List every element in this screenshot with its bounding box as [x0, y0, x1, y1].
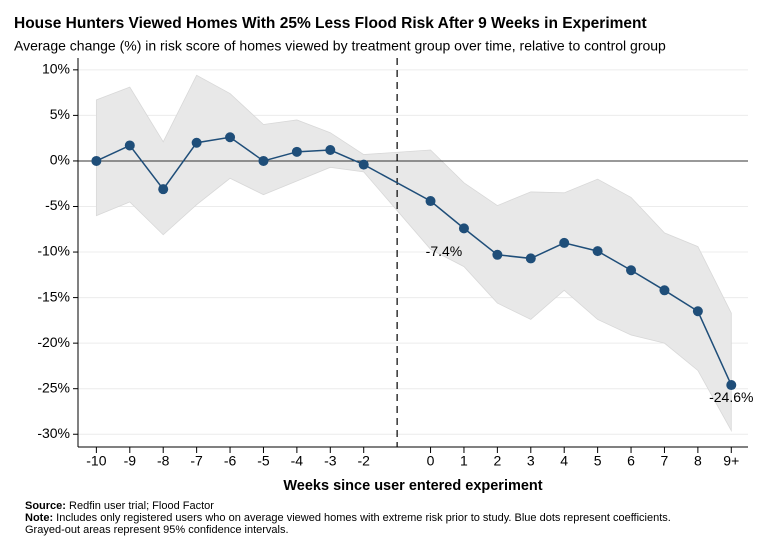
x-axis-label: Weeks since user entered experiment [283, 478, 542, 494]
x-tick-label: -8 [157, 453, 170, 469]
point [492, 249, 503, 260]
point [258, 155, 269, 166]
x-tick-label: -2 [357, 453, 370, 469]
point [425, 196, 436, 207]
note-text: Includes only registered users who on av… [56, 512, 671, 524]
x-tick-label: -7 [190, 453, 203, 469]
point [692, 306, 703, 317]
y-tick-label: -20% [37, 334, 70, 350]
source: Source: Redfin user trial; Flood Factor [25, 500, 214, 512]
note: Note: Includes only registered users who… [25, 512, 671, 524]
source-label: Source: [25, 500, 66, 512]
point [191, 137, 202, 148]
point [358, 159, 369, 170]
point [325, 145, 336, 156]
x-tick-label: -3 [324, 453, 337, 469]
x-tick-label: -6 [224, 453, 237, 469]
y-tick-label: 10% [42, 61, 70, 77]
y-tick-label: -25% [37, 379, 70, 395]
x-tick-label: 0 [427, 453, 435, 469]
y-tick-label: 0% [50, 152, 70, 168]
point [124, 140, 135, 151]
y-tick-label: -30% [37, 425, 70, 441]
y-tick-label: 5% [50, 106, 70, 122]
x-tick-label: -5 [257, 453, 270, 469]
chart-title: House Hunters Viewed Homes With 25% Less… [14, 15, 647, 32]
point [559, 237, 570, 248]
x-tick-label: 9+ [723, 453, 739, 469]
x-tick-label: -4 [291, 453, 304, 469]
data-label: -7.4% [426, 243, 463, 259]
x-tick-label: 1 [460, 453, 468, 469]
y-tick-label: -5% [45, 197, 70, 213]
note-label: Note: [25, 512, 53, 524]
note-text: Grayed-out areas represent 95% confidenc… [25, 524, 289, 536]
source-text: Redfin user trial; Flood Factor [69, 500, 214, 512]
point [525, 253, 536, 264]
x-tick-label: 8 [694, 453, 702, 469]
point [91, 155, 102, 166]
point [592, 246, 603, 257]
point [158, 184, 169, 195]
x-tick-label: 4 [560, 453, 568, 469]
data-label: -24.6% [709, 389, 753, 405]
x-tick-label: -9 [124, 453, 137, 469]
chart-subtitle: Average change (%) in risk score of home… [14, 38, 666, 54]
x-tick-label: -10 [86, 453, 106, 469]
x-tick-label: 3 [527, 453, 535, 469]
x-tick-label: 5 [594, 453, 602, 469]
x-tick-label: 7 [661, 453, 669, 469]
confidence-band [95, 74, 732, 433]
point [726, 380, 737, 391]
point [225, 132, 236, 143]
x-tick-label: 2 [493, 453, 501, 469]
x-tick-label: 6 [627, 453, 635, 469]
point [291, 146, 302, 157]
y-tick-label: -15% [37, 288, 70, 304]
point [659, 285, 670, 296]
point [458, 223, 469, 234]
y-tick-label: -10% [37, 243, 70, 259]
point [626, 265, 637, 276]
